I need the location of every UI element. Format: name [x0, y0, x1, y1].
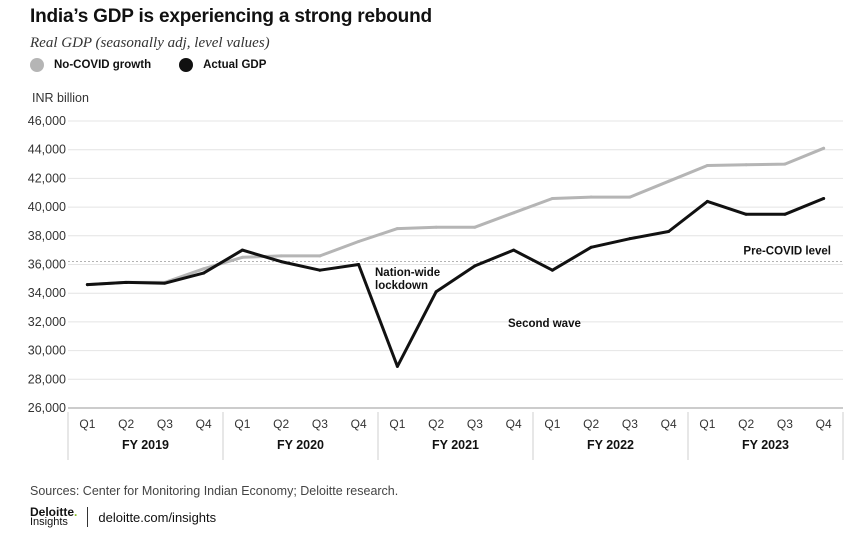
data-point-actual-gdp [705, 199, 709, 203]
data-point-actual-gdp [589, 245, 593, 249]
data-point-actual-gdp [434, 290, 438, 294]
y-tick-label: 44,000 [28, 143, 66, 157]
data-point-no-covid-growth [667, 179, 671, 183]
x-tick-label: Q4 [661, 417, 677, 431]
data-point-no-covid-growth [318, 254, 322, 258]
annotation-lockdown: Nation-wide [375, 267, 440, 279]
data-point-actual-gdp [124, 280, 128, 284]
y-tick-label: 26,000 [28, 401, 66, 415]
annotation-lockdown: lockdown [375, 280, 428, 292]
chart-subtitle: Real GDP (seasonally adj, level values) [30, 35, 270, 51]
fiscal-year-label: FY 2020 [277, 438, 324, 452]
data-point-no-covid-growth [589, 195, 593, 199]
data-point-no-covid-growth [279, 254, 283, 258]
data-point-actual-gdp [744, 212, 748, 216]
fiscal-year-label: FY 2023 [742, 438, 789, 452]
y-tick-label: 46,000 [28, 114, 66, 128]
fiscal-year-label: FY 2021 [432, 438, 479, 452]
legend: No-COVID growth Actual GDP [30, 58, 294, 72]
y-tick-label: 40,000 [28, 200, 66, 214]
x-tick-label: Q3 [622, 417, 638, 431]
x-tick-label: Q4 [506, 417, 522, 431]
data-point-actual-gdp [550, 268, 554, 272]
y-tick-label: 32,000 [28, 315, 66, 329]
data-point-actual-gdp [240, 248, 244, 252]
x-tick-label: Q1 [79, 417, 95, 431]
x-tick-label: Q1 [699, 417, 715, 431]
x-tick-label: Q1 [544, 417, 560, 431]
data-point-actual-gdp [822, 196, 826, 200]
y-tick-label: 34,000 [28, 286, 66, 300]
data-point-actual-gdp [473, 264, 477, 268]
legend-item-no-covid: No-COVID growth [30, 58, 151, 72]
data-point-no-covid-growth [357, 240, 361, 244]
fiscal-year-label: FY 2019 [122, 438, 169, 452]
data-point-actual-gdp [279, 260, 283, 264]
data-point-no-covid-growth [822, 146, 826, 150]
annotation-second-wave: Second wave [508, 318, 581, 330]
data-point-no-covid-growth [705, 163, 709, 167]
y-tick-label: 42,000 [28, 171, 66, 185]
legend-swatch-no-covid [30, 58, 44, 72]
data-point-no-covid-growth [744, 163, 748, 167]
y-tick-label: 30,000 [28, 344, 66, 358]
chart-title: India’s GDP is experiencing a strong reb… [30, 6, 432, 27]
pre-covid-label: Pre-COVID level [743, 246, 831, 258]
brand-url[interactable]: deloitte.com/insights [98, 509, 217, 525]
legend-item-actual: Actual GDP [179, 58, 266, 72]
data-point-no-covid-growth [240, 255, 244, 259]
legend-label-no-covid: No-COVID growth [54, 59, 152, 71]
y-tick-label: 38,000 [28, 229, 66, 243]
data-point-actual-gdp [163, 281, 167, 285]
source-note: Sources: Center for Monitoring Indian Ec… [30, 484, 399, 498]
data-point-no-covid-growth [473, 225, 477, 229]
data-point-no-covid-growth [395, 227, 399, 231]
series-line-actual-gdp [85, 197, 826, 368]
data-point-no-covid-growth [512, 211, 516, 215]
x-tick-label: Q2 [118, 417, 134, 431]
x-tick-label: Q1 [234, 417, 250, 431]
y-tick-label: 36,000 [28, 258, 66, 272]
data-point-actual-gdp [783, 212, 787, 216]
data-point-actual-gdp [85, 283, 89, 287]
data-point-actual-gdp [202, 271, 206, 275]
brand-divider [87, 507, 89, 527]
data-point-no-covid-growth [434, 225, 438, 229]
y-tick-label: 28,000 [28, 372, 66, 386]
data-point-actual-gdp [318, 268, 322, 272]
x-tick-label: Q3 [312, 417, 328, 431]
x-tick-label: Q1 [389, 417, 405, 431]
series-line-no-covid-growth [85, 146, 826, 287]
brand-footer: Deloitte. Insights deloitte.com/insights [30, 505, 217, 528]
x-tick-label: Q4 [351, 417, 367, 431]
legend-swatch-actual [179, 58, 194, 72]
data-point-no-covid-growth [202, 267, 206, 271]
data-point-no-covid-growth [628, 195, 632, 199]
data-point-actual-gdp [512, 248, 516, 252]
data-point-no-covid-growth [550, 196, 554, 200]
x-tick-label: Q3 [777, 417, 793, 431]
legend-label-actual: Actual GDP [203, 59, 267, 71]
x-tick-label: Q3 [467, 417, 483, 431]
data-point-actual-gdp [667, 229, 671, 233]
x-tick-label: Q2 [273, 417, 289, 431]
data-point-actual-gdp [395, 364, 399, 368]
deloitte-insights-logo: Deloitte. Insights [30, 505, 78, 528]
x-tick-label: Q3 [157, 417, 173, 431]
x-tick-label: Q2 [428, 417, 444, 431]
data-point-no-covid-growth [783, 162, 787, 166]
data-point-actual-gdp [628, 237, 632, 241]
x-tick-label: Q4 [816, 417, 832, 431]
fiscal-year-label: FY 2022 [587, 438, 634, 452]
x-tick-label: Q4 [196, 417, 212, 431]
x-tick-label: Q2 [583, 417, 599, 431]
y-axis-label: INR billion [32, 91, 89, 105]
data-point-actual-gdp [357, 263, 361, 266]
x-tick-label: Q2 [738, 417, 754, 431]
